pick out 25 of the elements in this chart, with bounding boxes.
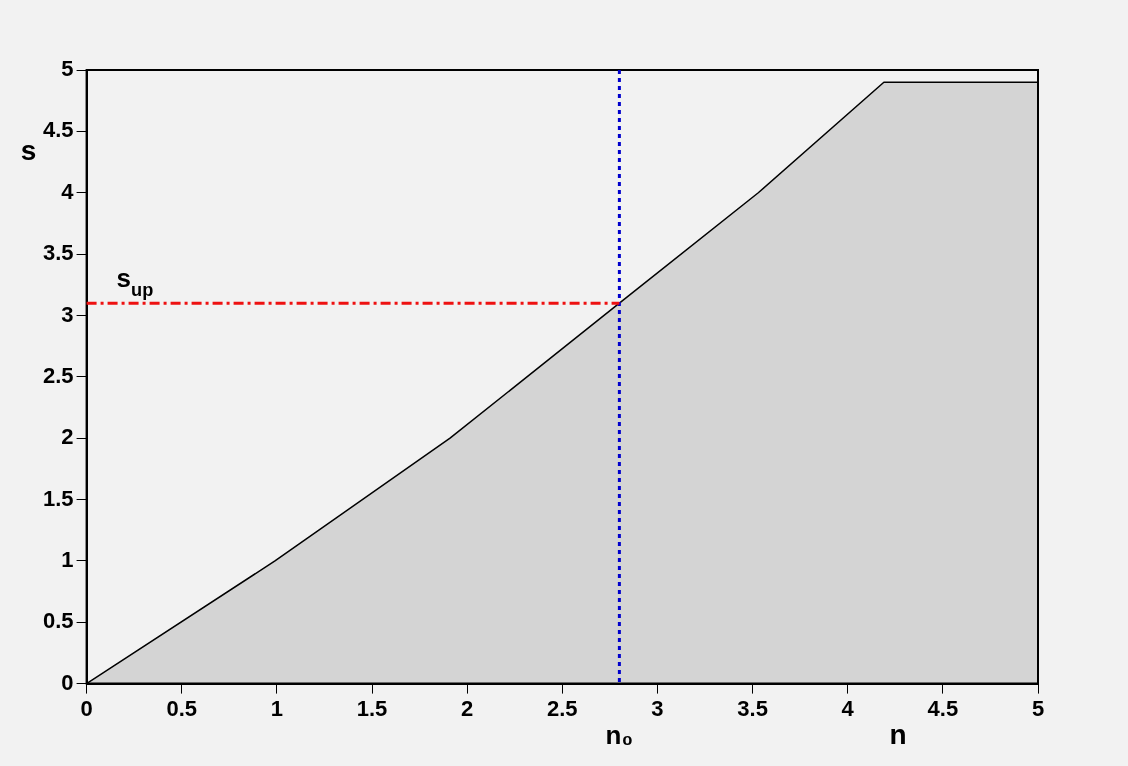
x-tick-label: 2 <box>461 695 474 721</box>
y-tick-label: 5 <box>61 56 74 82</box>
y-tick-label: 2 <box>61 424 74 450</box>
x-tick-label: 0 <box>80 695 93 721</box>
y-tick-label: 3.5 <box>42 240 74 266</box>
x-tick-label: 2.5 <box>546 695 578 721</box>
y-tick-label: 4 <box>61 178 75 204</box>
y-tick-label: 0 <box>61 669 74 695</box>
x-tick-label: 4.5 <box>927 695 959 721</box>
x-tick-label: 1.5 <box>356 695 388 721</box>
x-tick-label: 0.5 <box>166 695 198 721</box>
ref-line-label: n₀ <box>605 719 634 750</box>
y-tick-label: 3 <box>61 301 74 327</box>
x-tick-label: 3 <box>651 695 664 721</box>
y-tick-label: 2.5 <box>42 362 74 388</box>
y-tick-label: 1.5 <box>42 485 74 511</box>
y-axis-title: s <box>20 135 37 166</box>
y-tick-label: 1 <box>61 546 74 572</box>
x-tick-label: 5 <box>1031 695 1045 721</box>
x-tick-label: 1 <box>270 695 283 721</box>
y-tick-label: 0.5 <box>42 608 74 634</box>
x-tick-label: 4 <box>841 695 855 721</box>
y-tick-label: 4.5 <box>42 117 74 143</box>
x-axis-title: n <box>889 718 907 750</box>
x-tick-label: 3.5 <box>737 695 768 721</box>
